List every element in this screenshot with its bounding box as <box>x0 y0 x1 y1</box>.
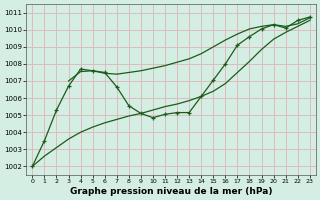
X-axis label: Graphe pression niveau de la mer (hPa): Graphe pression niveau de la mer (hPa) <box>70 187 272 196</box>
